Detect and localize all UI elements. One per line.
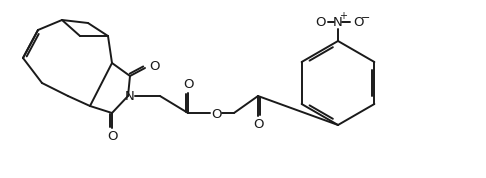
Text: N: N — [125, 90, 135, 103]
Text: O: O — [107, 130, 117, 143]
Text: O: O — [211, 108, 221, 121]
Text: N: N — [333, 15, 343, 28]
Text: O: O — [353, 15, 363, 28]
Text: O: O — [149, 61, 159, 74]
Text: O: O — [183, 77, 193, 90]
Text: O: O — [315, 15, 325, 28]
Text: O: O — [253, 119, 263, 132]
Text: +: + — [339, 11, 347, 21]
Text: −: − — [361, 13, 371, 23]
